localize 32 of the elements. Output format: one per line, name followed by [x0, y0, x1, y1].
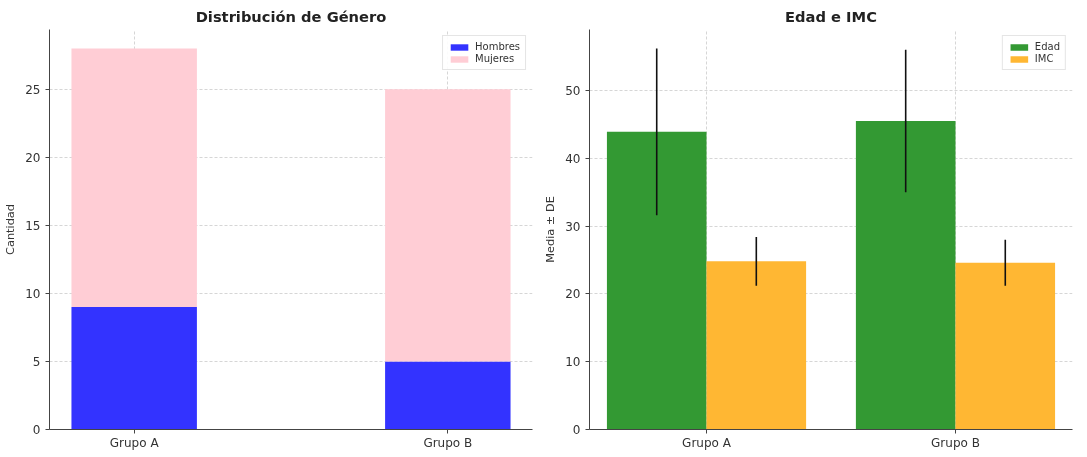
x-tick-label: Grupo B — [423, 435, 473, 450]
x-tick-label: Grupo A — [682, 435, 732, 450]
y-tick-label: 25 — [25, 82, 41, 97]
chart-title: Edad e IMC — [785, 7, 877, 25]
bar — [606, 131, 707, 430]
y-tick-label: 40 — [565, 151, 581, 166]
legend-label: Edad — [1034, 41, 1060, 52]
bar — [855, 121, 956, 430]
y-tick-label: 30 — [565, 219, 581, 234]
x-tick-label: Grupo B — [931, 435, 980, 450]
y-tick-label: 50 — [565, 84, 581, 99]
y-tick-label: 10 — [565, 355, 581, 370]
bar — [385, 361, 511, 430]
bar — [955, 262, 1056, 430]
legend-label: IMC — [1034, 53, 1055, 64]
y-tick-label: 15 — [25, 218, 41, 233]
y-tick-label: 10 — [25, 286, 41, 301]
y-tick-label: 5 — [32, 354, 41, 369]
y-tick-label: 20 — [565, 287, 581, 302]
y-tick-label: 0 — [32, 423, 41, 437]
bar — [385, 89, 511, 362]
y-axis-title: Cantidad — [3, 204, 18, 255]
y-tick-label: 0 — [572, 423, 581, 437]
x-tick-label: Grupo A — [109, 435, 160, 450]
bar — [706, 261, 807, 430]
bar — [71, 307, 197, 430]
legend-label: Mujeres — [475, 53, 515, 64]
chart-title: Distribución de Género — [195, 7, 387, 25]
bar — [71, 48, 197, 308]
y-axis-title: Media ± DE — [543, 196, 558, 263]
legend-label: Hombres — [475, 41, 520, 52]
y-tick-label: 20 — [25, 150, 41, 165]
